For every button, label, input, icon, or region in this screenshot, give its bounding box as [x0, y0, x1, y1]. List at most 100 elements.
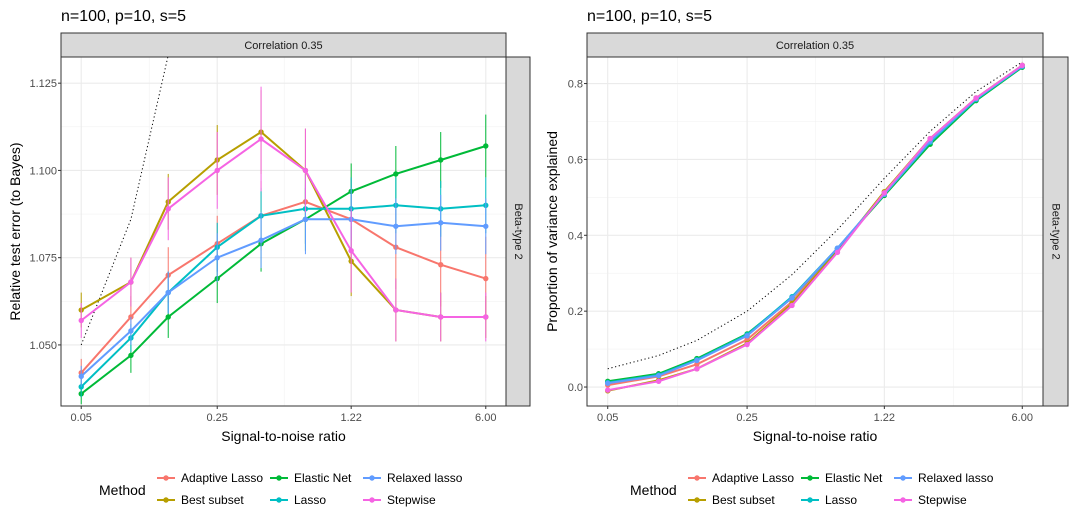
legend-title: Method: [99, 482, 146, 498]
panel-1: n=100, p=10, s=5 Correlation 0.35 Beta-typ…: [7, 8, 531, 444]
data-point: [744, 341, 750, 348]
data-point: [694, 366, 700, 372]
y-tick-label: 0.8: [568, 79, 583, 91]
data-point: [605, 387, 611, 393]
legend-key-point: [900, 497, 906, 503]
data-point: [694, 357, 700, 364]
legend-item-elastic-net: Elastic Net: [270, 471, 352, 485]
legend-item-best-subset: Best subset: [157, 493, 244, 507]
data-point: [483, 314, 489, 320]
legend-label: Elastic Net: [294, 471, 352, 485]
series-line: [80, 218, 486, 378]
legend-key-point: [807, 475, 813, 481]
data-point: [165, 289, 171, 296]
legend-item-lasso: Lasso: [801, 493, 857, 507]
data-point: [128, 328, 134, 334]
chart-title: n=100, p=10, s=5: [587, 8, 712, 25]
y-tick-label: 1.100: [29, 165, 57, 177]
series-line: [607, 64, 1023, 392]
legend-item-adaptive-lasso: Adaptive Lasso: [688, 471, 794, 485]
data-point: [744, 333, 750, 339]
legend-label: Best subset: [181, 493, 244, 507]
reference-line: [80, 57, 169, 346]
data-point: [483, 275, 489, 282]
strip-top-label: Correlation 0.35: [244, 40, 322, 52]
x-tick-label: 0.05: [71, 412, 92, 424]
legend-item-stepwise: Stepwise: [363, 493, 436, 507]
data-point: [393, 223, 399, 229]
data-point: [1019, 62, 1025, 69]
data-point: [834, 249, 841, 256]
series-line: [80, 204, 486, 388]
series-line: [80, 137, 486, 322]
legend-label: Best subset: [712, 493, 775, 507]
data-point: [302, 216, 309, 222]
series-line: [80, 145, 487, 395]
legend-key-point: [369, 475, 375, 481]
legend-key-point: [694, 475, 700, 481]
data-point: [483, 223, 489, 229]
legend-item-relaxed-lasso: Relaxed lasso: [363, 471, 463, 485]
legend-label: Elastic Net: [825, 471, 883, 485]
plot-background: [587, 57, 1043, 406]
legend-item-lasso: Lasso: [270, 493, 326, 507]
legend-key-point: [163, 475, 169, 481]
plot-data: [78, 57, 489, 405]
data-point: [214, 167, 220, 174]
legend-item-stepwise: Stepwise: [894, 493, 967, 507]
data-point: [165, 314, 171, 320]
data-point: [214, 254, 220, 261]
data-point: [655, 372, 662, 379]
legend-label: Stepwise: [918, 493, 967, 507]
data-point: [438, 314, 444, 320]
legend-key-point: [900, 475, 906, 481]
data-point: [348, 247, 354, 254]
x-axis-title: Signal-to-noise ratio: [221, 428, 346, 444]
series-stepwise: [605, 62, 1025, 393]
series-line: [80, 200, 487, 374]
panel-2: n=100, p=10, s=5 Correlation 0.35 Beta-typ…: [544, 8, 1069, 444]
series-line: [607, 65, 1023, 385]
data-point: [438, 220, 444, 226]
legend-label: Adaptive Lasso: [181, 471, 263, 485]
legend-item-best-subset: Best subset: [688, 493, 775, 507]
data-point: [78, 373, 84, 380]
y-axis-title: Proportion of variance explained: [544, 131, 560, 332]
legend-label: Lasso: [294, 493, 326, 507]
data-point: [128, 352, 134, 359]
x-tick-label: 0.25: [207, 412, 228, 424]
data-point: [78, 317, 84, 324]
legend-key-point: [276, 475, 282, 481]
strip-right-label: Beta-type 2: [1050, 203, 1062, 259]
data-point: [438, 261, 444, 268]
data-point: [927, 135, 933, 142]
data-point: [393, 171, 399, 177]
x-tick-label: 1.22: [874, 412, 895, 424]
data-point: [694, 361, 700, 367]
legend-label: Stepwise: [387, 493, 436, 507]
data-point: [881, 190, 888, 196]
y-tick-label: 1.075: [29, 253, 57, 265]
data-point: [258, 136, 264, 142]
y-axis-title: Relative test error (to Bayes): [7, 142, 23, 320]
data-point: [655, 378, 662, 385]
legend-label: Lasso: [825, 493, 857, 507]
legend-item-adaptive-lasso: Adaptive Lasso: [157, 471, 263, 485]
legend-title: Method: [630, 482, 677, 498]
strip-right-label: Beta-type 2: [512, 203, 524, 259]
strip-top: [586, 32, 1044, 58]
x-tick-label: 6.00: [475, 412, 496, 424]
data-point: [605, 380, 611, 386]
reference-line: [607, 61, 1023, 370]
x-tick-label: 1.22: [340, 412, 361, 424]
strip-right: [1042, 56, 1069, 407]
data-point: [128, 279, 134, 285]
legend-item-relaxed-lasso: Relaxed lasso: [894, 471, 994, 485]
legend-label: Relaxed lasso: [387, 471, 463, 485]
legend-item-elastic-net: Elastic Net: [801, 471, 883, 485]
legend-key-point: [369, 497, 375, 503]
legend-key-point: [163, 497, 169, 503]
legend-key-point: [276, 497, 282, 503]
legend-key-point: [694, 497, 700, 503]
